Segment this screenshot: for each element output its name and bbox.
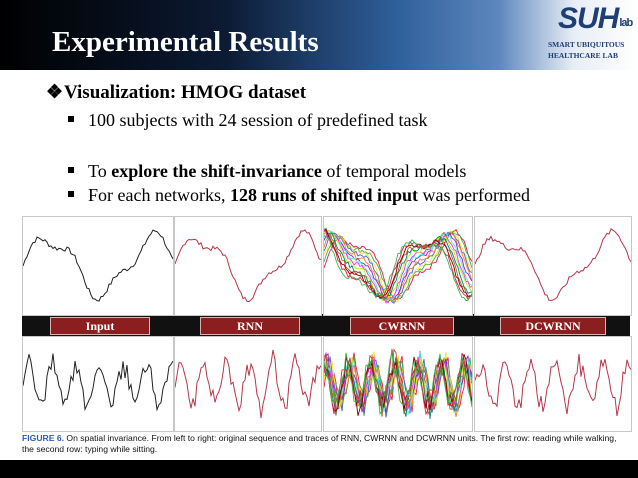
bullet-sub-3-bold: 128 runs of shifted input	[229, 185, 419, 205]
panel-label-dcwrnn: DCWRNN	[500, 317, 606, 335]
trace-line	[324, 230, 472, 305]
bullet-sub-3: For each networks, 128 runs of shifted i…	[68, 185, 530, 206]
trace-line	[324, 235, 472, 302]
square-bullet-icon	[68, 191, 74, 197]
figure-caption: FIGURE 6. On spatial invariance. From le…	[22, 433, 630, 455]
label-band	[22, 314, 630, 336]
waveform-dcwrnn-row1	[475, 228, 631, 301]
bullet-main-text: Visualization: HMOG dataset	[64, 82, 307, 103]
trace-line	[23, 353, 173, 412]
trace-line	[23, 229, 173, 302]
panel-cwrnn-row1	[323, 216, 473, 316]
waveform-input-row2	[23, 353, 173, 412]
logo-line-2: HEALTHCARE LAB	[548, 51, 618, 60]
panel-cwrnn-row2	[323, 336, 473, 432]
bullet-sub-1-text: 100 subjects with 24 session of predefin…	[88, 110, 428, 130]
trace-line	[475, 353, 631, 417]
figure-shift-invariance: Input RNN CWRNN DCWRNN	[22, 216, 632, 432]
logo-line-1: SMART UBIQUITOUS	[548, 40, 625, 49]
diamond-bullet-icon: ❖	[46, 82, 64, 103]
panel-rnn-row2	[174, 336, 322, 432]
waveform-dcwrnn-row2	[475, 353, 631, 417]
logo-mark: SUHlab	[558, 2, 633, 36]
bullet-sub-3-pre: For each networks,	[88, 185, 230, 205]
panel-dcwrnn-row1	[474, 216, 632, 316]
panel-label-rnn: RNN	[200, 317, 300, 335]
header-bar	[0, 0, 638, 70]
logo-mark-text: SUH	[558, 2, 619, 35]
panel-dcwrnn-row2	[474, 336, 632, 432]
trace-line	[324, 227, 472, 300]
bullet-sub-3-post: was performed	[418, 185, 530, 205]
bottom-bar	[0, 460, 638, 478]
waveform-cwrnn-row1	[324, 227, 472, 305]
trace-line	[324, 229, 472, 303]
bullet-main: ❖Visualization: HMOG dataset	[46, 81, 306, 104]
trace-line	[324, 231, 472, 304]
bullet-sub-2-bold: explore the shift-invariance	[111, 161, 322, 181]
trace-line	[324, 228, 472, 299]
trace-line	[324, 230, 472, 302]
trace-line	[175, 229, 321, 303]
square-bullet-icon	[68, 167, 74, 173]
waveform-rnn-row2	[175, 349, 321, 419]
trace-line	[324, 229, 472, 300]
bullet-sub-2-pre: To	[88, 161, 112, 181]
bullet-sub-1: 100 subjects with 24 session of predefin…	[68, 110, 427, 131]
panel-input-row1	[22, 216, 174, 316]
trace-line	[324, 351, 472, 416]
trace-line	[324, 231, 472, 304]
waveform-input-row1	[23, 229, 173, 302]
panel-label-cwrnn: CWRNN	[350, 317, 454, 335]
panel-input-row2	[22, 336, 174, 432]
caption-text: On spatial invariance. From left to righ…	[22, 433, 617, 454]
panel-rnn-row1	[174, 216, 322, 316]
bullet-sub-2: To explore the shift-invariance of tempo…	[68, 161, 466, 182]
logo-lab-text: lab	[619, 17, 633, 29]
lab-logo: SUHlab SMART UBIQUITOUS HEALTHCARE LAB	[548, 2, 636, 68]
waveform-rnn-row1	[175, 229, 321, 303]
waveform-cwrnn-row2	[324, 348, 472, 420]
slide-title: Experimental Results	[52, 26, 319, 58]
trace-line	[475, 228, 631, 301]
panel-label-input: Input	[50, 317, 150, 335]
trace-line	[175, 349, 321, 419]
square-bullet-icon	[68, 116, 74, 122]
bullet-sub-2-post: of temporal models	[321, 161, 467, 181]
caption-figure-number: FIGURE 6.	[22, 433, 65, 443]
